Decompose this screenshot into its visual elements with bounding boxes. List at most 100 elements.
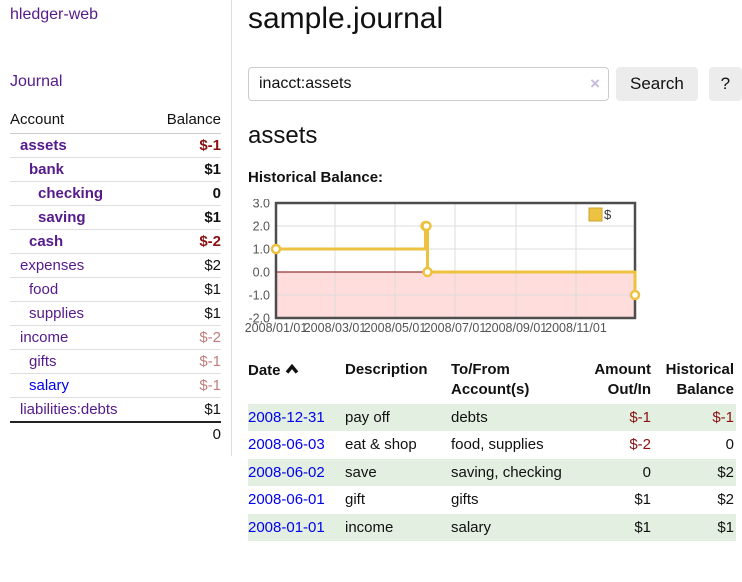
data-point-marker — [422, 266, 433, 278]
transaction-date-link[interactable]: 2008-06-03 — [248, 436, 325, 453]
table-row: 2008-06-01 gift gifts $1 $2 — [248, 486, 736, 514]
transaction-balance: $1 — [653, 513, 736, 541]
amount-column-header: Amount Out/In — [594, 361, 651, 399]
help-button[interactable]: ? — [708, 67, 742, 101]
account-row: liabilities:debts $1 — [10, 397, 221, 423]
chart-label: Historical Balance: — [248, 169, 384, 186]
transaction-amount: $1 — [634, 491, 651, 508]
transaction-balance: 0 — [725, 436, 734, 453]
svg-text:2008/11/01: 2008/11/01 — [545, 321, 607, 335]
transaction-accounts: debts — [451, 403, 577, 431]
sidebar-account-link[interactable]: bank — [29, 161, 65, 178]
account-balance: $1 — [150, 301, 221, 326]
historical-balance-chart: 3.0 2.0 1.0 0.0 -1.0 -2.0 2008/01/01 2008/03/01… — [244, 197, 704, 339]
svg-text:2008/03/01: 2008/03/01 — [304, 321, 367, 335]
legend-swatch — [588, 207, 603, 222]
transaction-date-link[interactable]: 2008-12-31 — [248, 408, 325, 426]
transaction-description: pay off — [345, 403, 451, 431]
account-balance: $1 — [150, 205, 221, 230]
sidebar-account-link[interactable]: expenses — [20, 257, 85, 274]
sidebar-account-link[interactable]: supplies — [29, 305, 85, 322]
account-balance: $1 — [150, 277, 221, 302]
transaction-description: gift — [345, 491, 366, 508]
sidebar: hledger-web Journal Account Balance asse… — [0, 0, 232, 456]
account-balance: $1 — [150, 157, 221, 182]
svg-text:2008/07/01: 2008/07/01 — [424, 321, 487, 335]
svg-text:0.0: 0.0 — [253, 266, 270, 280]
transaction-accounts: food, supplies — [451, 436, 544, 453]
table-row: 2008-06-02 save saving, checking 0 $2 — [248, 458, 736, 486]
page-title: sample.journal — [248, 2, 444, 35]
account-title: assets — [248, 122, 318, 149]
total-spacer — [10, 421, 151, 446]
transaction-amount: $-1 — [577, 403, 653, 431]
svg-text:2.0: 2.0 — [253, 220, 270, 234]
sidebar-account-link[interactable]: salary — [29, 377, 70, 394]
transaction-date-link[interactable]: 2008-06-02 — [248, 463, 325, 481]
legend-label: $ — [604, 207, 612, 222]
sidebar-account-link[interactable]: saving — [38, 209, 86, 226]
nav-journal-link[interactable]: Journal — [10, 73, 63, 90]
account-row: food $1 — [10, 277, 221, 302]
data-point-marker — [270, 243, 282, 255]
sidebar-account-link[interactable]: income — [20, 329, 69, 346]
table-row: 2008-01-01 income salary $1 $1 — [248, 513, 736, 541]
sort-asc-icon — [285, 360, 299, 380]
date-column-header[interactable]: Date — [248, 357, 345, 404]
chart-canvas: 3.0 2.0 1.0 0.0 -1.0 -2.02008/01/012008/03/01… — [245, 197, 641, 335]
sidebar-account-link[interactable]: cash — [29, 233, 64, 250]
svg-text:1.0: 1.0 — [253, 243, 270, 257]
transaction-balance: $2 — [653, 458, 736, 486]
account-row: checking 0 — [10, 181, 221, 206]
svg-text:2008/05/01: 2008/05/01 — [364, 321, 427, 335]
accounts-table: Account Balance assets $-1 bank $1 checking 0… — [10, 107, 221, 446]
transaction-description: save — [345, 458, 451, 486]
register-header-row: Date Description To/From Account(s) Amou… — [248, 357, 736, 404]
sidebar-account-link[interactable]: liabilities:debts — [20, 401, 118, 418]
brand-link[interactable]: hledger-web — [10, 6, 99, 23]
account-balance: 0 — [150, 181, 221, 206]
description-column-header: Description — [345, 361, 428, 378]
accounts-header-row: Account Balance — [10, 107, 221, 134]
svg-text:2008/01/01: 2008/01/01 — [245, 321, 308, 335]
historical-balance-column-header: Historical Balance — [665, 361, 734, 399]
chart-border — [274, 201, 637, 320]
account-row: salary $-1 — [10, 373, 221, 398]
transaction-balance: $2 — [717, 491, 734, 508]
sidebar-account-link[interactable]: food — [29, 281, 59, 298]
sidebar-account-link[interactable]: assets — [20, 137, 67, 154]
account-row: assets $-1 — [10, 133, 221, 158]
search-input[interactable] — [248, 67, 609, 101]
transaction-date-link[interactable]: 2008-06-01 — [248, 491, 325, 508]
transaction-date-link[interactable]: 2008-01-01 — [248, 518, 325, 536]
account-row: expenses $2 — [10, 253, 221, 278]
transaction-amount: $-2 — [629, 436, 651, 453]
table-row: 2008-12-31 pay off debts $-1 $-1 — [248, 403, 736, 431]
search-box: × — [248, 67, 609, 101]
account-balance: $-2 — [150, 229, 221, 254]
account-balance: $1 — [150, 397, 221, 423]
sidebar-account-link[interactable]: checking — [38, 185, 104, 202]
svg-text:-1.0: -1.0 — [248, 289, 270, 303]
transaction-accounts: gifts — [451, 491, 479, 508]
register-table: Date Description To/From Account(s) Amou… — [248, 357, 736, 541]
clear-search-icon[interactable]: × — [590, 74, 600, 93]
account-row: supplies $1 — [10, 301, 221, 326]
account-row: bank $1 — [10, 157, 221, 182]
transaction-description: income — [345, 513, 451, 541]
search-button[interactable]: Search — [616, 67, 698, 101]
account-row: cash $-2 — [10, 229, 221, 254]
transaction-accounts: saving, checking — [451, 458, 577, 486]
transaction-accounts: salary — [451, 513, 577, 541]
account-row: income $-2 — [10, 325, 221, 350]
account-balance: $-1 — [150, 133, 221, 158]
account-row: gifts $-1 — [10, 349, 221, 374]
transaction-amount: $1 — [577, 513, 653, 541]
transaction-description: eat & shop — [345, 436, 417, 453]
data-point-marker — [421, 220, 432, 232]
search-row: × Search ? — [248, 67, 742, 101]
accounts-column-header: To/From Account(s) — [451, 361, 530, 399]
sidebar-account-link[interactable]: gifts — [29, 353, 57, 370]
svg-text:3.0: 3.0 — [253, 199, 270, 211]
account-column-header: Account — [10, 107, 151, 134]
